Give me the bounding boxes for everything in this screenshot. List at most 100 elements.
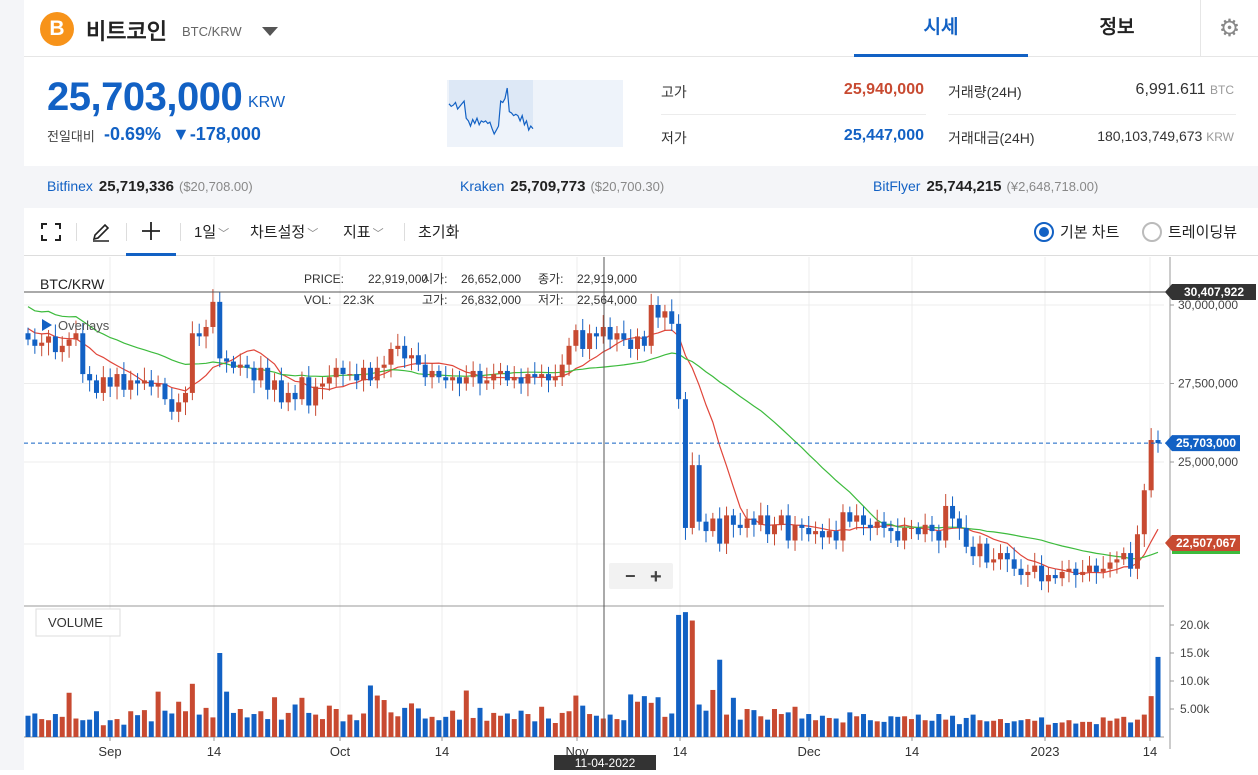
candle [155, 383, 161, 387]
volume-bar [484, 720, 490, 737]
volume-bar [826, 717, 832, 737]
tab-info[interactable]: 정보 [1099, 17, 1135, 38]
exchange-name[interactable]: Bitfinex [47, 178, 93, 194]
candle [963, 527, 969, 547]
candle [354, 374, 360, 381]
candle [1025, 571, 1031, 576]
volume-bar [210, 717, 216, 737]
volume-bar [1004, 723, 1010, 737]
candle [306, 377, 312, 406]
volume-bar [1059, 722, 1065, 737]
change-amount: ▼-178,000 [172, 124, 261, 144]
candle [545, 374, 551, 381]
candle [1107, 562, 1113, 569]
volume-bar [785, 712, 791, 737]
gear-icon[interactable]: ⚙ [1200, 0, 1258, 57]
volume-bar [361, 713, 367, 737]
chart-settings-select[interactable]: 차트설정 ﹀ [250, 224, 319, 241]
volume-bar [237, 709, 243, 737]
volume-bar [676, 614, 682, 737]
volume-bar [388, 712, 394, 737]
candle [1011, 559, 1017, 569]
volume-bar [559, 712, 565, 737]
chart-canvas[interactable]: 30,000,000 27,500,000 25,000,000 20.0k 15.0k… [24, 257, 1258, 770]
pencil-icon[interactable] [90, 221, 112, 247]
exchange-name[interactable]: BitFlyer [873, 178, 921, 194]
candle [121, 374, 127, 390]
candle [498, 370, 504, 375]
ohlc-info-text: 시가: [422, 272, 447, 286]
exchange-jpy-price: (¥2,648,718.00) [1006, 179, 1099, 194]
ohlc-info-text: 22,564,000 [577, 293, 637, 307]
interval-select[interactable]: 1일 ﹀ [194, 224, 230, 241]
candle [744, 518, 750, 528]
exchange-name[interactable]: Kraken [460, 178, 505, 194]
volume-bar [402, 707, 408, 737]
candle [436, 370, 442, 378]
volume-bar [299, 697, 305, 737]
volume-bar [1039, 717, 1045, 737]
x-tick-label: 14 [905, 744, 919, 759]
coin-header: B 비트코인 BTC/KRW 시세 정보 ⚙ [24, 0, 1258, 57]
volume-bar [655, 697, 661, 737]
volume-24h-unit: BTC [1210, 83, 1234, 97]
candle [977, 543, 983, 557]
basic-chart-label[interactable]: 기본 차트 [1060, 224, 1120, 241]
fullscreen-icon[interactable] [40, 222, 62, 246]
volume-bar [689, 620, 695, 737]
candle [1059, 571, 1065, 579]
volume-bar [977, 720, 983, 737]
current-price: 25,703,000 [47, 75, 243, 119]
volume-bar [1121, 716, 1127, 737]
candle [758, 515, 764, 525]
volume-bar [929, 720, 935, 737]
basic-chart-radio[interactable] [1034, 222, 1054, 242]
ohlc-info-text: 22,919,000 [577, 272, 637, 286]
reset-button[interactable]: 초기화 [418, 224, 460, 241]
volume-24h-value: 6,991.611 BTC [1044, 81, 1234, 99]
candle [46, 336, 52, 343]
volume-bar [477, 707, 483, 737]
candle [895, 531, 901, 541]
indicators-label: 지표 [343, 224, 371, 241]
volume-bar [833, 718, 839, 737]
volume-bar [908, 719, 914, 737]
candle [785, 515, 791, 541]
candle [600, 326, 606, 337]
volume-bar [970, 714, 976, 737]
coin-pair: BTC/KRW [182, 24, 242, 39]
tradingview-label[interactable]: 트레이딩뷰 [1168, 224, 1238, 241]
candle [635, 336, 641, 349]
candle [326, 377, 332, 384]
candle [237, 364, 243, 368]
candle [1114, 559, 1120, 563]
ohlc-info-text: 고가: [422, 293, 447, 307]
indicators-select[interactable]: 지표 ﹀ [343, 224, 384, 241]
tradingview-radio[interactable] [1142, 222, 1162, 242]
candle [258, 367, 264, 381]
volume-bar [861, 714, 867, 737]
current-price-box [1165, 435, 1240, 452]
candle [415, 355, 421, 365]
volume-bar [313, 714, 319, 737]
price-chart[interactable]: 30,000,000 27,500,000 25,000,000 20.0k 15.0k… [24, 257, 1258, 770]
candle [450, 377, 456, 381]
candle [1073, 568, 1079, 576]
zoom-in-button[interactable]: + [650, 566, 662, 588]
coin-dropdown-caret-icon[interactable] [262, 27, 278, 36]
candle [703, 521, 709, 532]
ma-price-label: 22,507,067 [1176, 536, 1236, 550]
overlays-play-icon[interactable] [42, 319, 52, 331]
zoom-out-button[interactable]: − [625, 566, 636, 586]
candle [587, 333, 593, 349]
volume-bar [1107, 720, 1113, 737]
crosshair-icon[interactable] [140, 220, 162, 246]
candle [991, 559, 997, 563]
candle [443, 377, 449, 381]
candle [381, 364, 387, 368]
candle [751, 518, 757, 525]
volume-bar [176, 701, 182, 737]
candle [710, 518, 716, 532]
candle [313, 386, 319, 406]
tab-quote[interactable]: 시세 [854, 0, 1028, 57]
